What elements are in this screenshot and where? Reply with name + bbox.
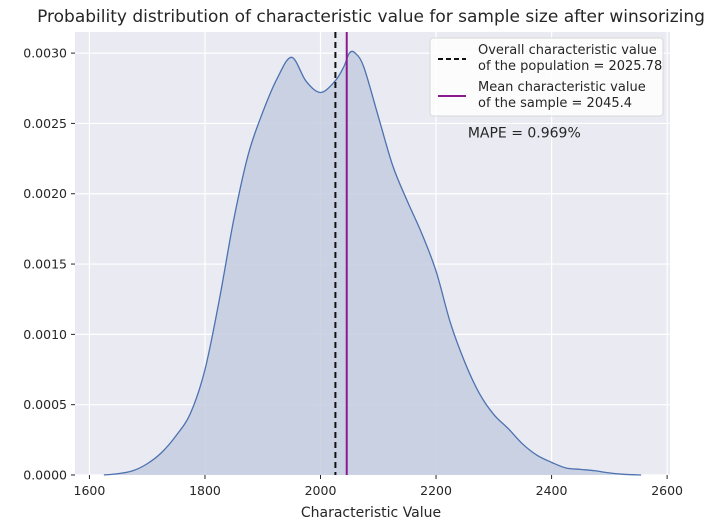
y-tick-label: 0.0010 bbox=[23, 327, 67, 342]
reference-lines bbox=[334, 32, 348, 475]
x-tick-label: 1800 bbox=[189, 483, 221, 498]
legend-box bbox=[429, 37, 664, 117]
density-layer bbox=[103, 50, 642, 476]
chart-title: Probability distribution of characterist… bbox=[37, 7, 705, 27]
legend-label-sample-line2: of the sample = 2045.4 bbox=[478, 96, 632, 111]
legend: Overall characteristic value of the popu… bbox=[429, 37, 664, 117]
x-tick-label: 1600 bbox=[74, 483, 106, 498]
y-tick-label: 0.0000 bbox=[23, 468, 67, 483]
legend-label-population-line2: of the population = 2025.78 bbox=[478, 59, 662, 74]
y-tick-label: 0.0015 bbox=[23, 257, 67, 272]
y-axis-ticks: 0.0000 0.0005 0.0010 0.0015 0.0020 0.0025 0.00… bbox=[23, 46, 75, 483]
legend-label-sample-line1: Mean characteristic value bbox=[478, 80, 646, 95]
y-tick-label: 0.0020 bbox=[23, 186, 67, 201]
x-tick-label: 2400 bbox=[536, 483, 568, 498]
x-axis-label: Characteristic Value bbox=[301, 505, 441, 521]
legend-label-population-line1: Overall characteristic value bbox=[478, 43, 657, 58]
y-tick-label: 0.0005 bbox=[23, 397, 67, 412]
mape-annotation: MAPE = 0.969% bbox=[468, 125, 581, 141]
x-tick-label: 2600 bbox=[651, 483, 683, 498]
y-tick-label: 0.0030 bbox=[23, 46, 67, 61]
y-tick-label: 0.0025 bbox=[23, 116, 67, 131]
density-line bbox=[103, 50, 642, 476]
x-tick-label: 2200 bbox=[420, 483, 452, 498]
x-axis-ticks: 1600 1800 2000 2200 2400 2600 bbox=[74, 475, 683, 498]
x-tick-label: 2000 bbox=[305, 483, 337, 498]
density-area bbox=[103, 51, 642, 475]
